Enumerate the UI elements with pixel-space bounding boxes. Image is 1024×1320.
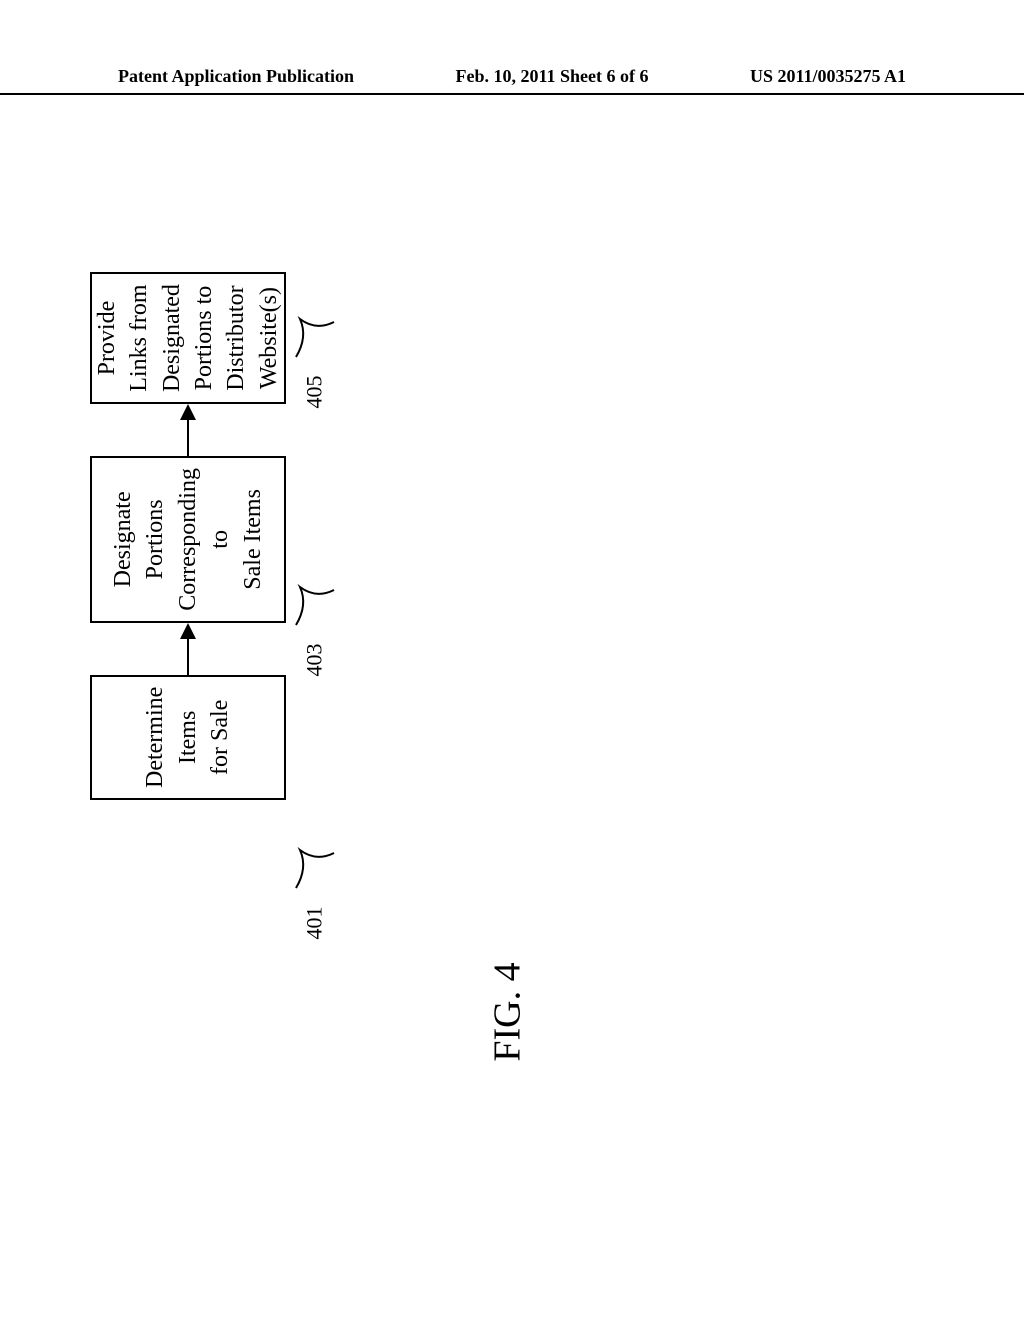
header-center: Feb. 10, 2011 Sheet 6 of 6	[456, 66, 649, 87]
arrow-line	[187, 420, 189, 456]
figure-label: FIG. 4	[486, 962, 530, 1061]
flow-arrow-2	[178, 404, 198, 456]
page-header: Patent Application Publication Feb. 10, …	[0, 66, 1024, 95]
ref-curve-401	[286, 838, 346, 898]
flow-node-label: Provide Links from Designated Portions t…	[91, 284, 285, 392]
ref-text: 405	[302, 376, 327, 409]
flow-arrow-1	[178, 623, 198, 675]
flow-node-label: Designate Portions Corresponding to Sale…	[107, 468, 269, 611]
flowchart: Determine Items for Sale Designate Porti…	[90, 300, 286, 800]
flow-node-401: Determine Items for Sale	[90, 675, 286, 800]
flowchart-container: Determine Items for Sale Designate Porti…	[90, 300, 850, 800]
ref-label-405: 405	[302, 376, 328, 409]
arrow-head-icon	[180, 404, 196, 420]
arrow-head-icon	[180, 623, 196, 639]
arrow-line	[187, 639, 189, 675]
header-left: Patent Application Publication	[118, 66, 354, 87]
ref-curve-403	[286, 575, 346, 635]
ref-curve-405	[286, 307, 346, 367]
flow-node-label: Determine Items for Sale	[139, 687, 236, 788]
header-right: US 2011/0035275 A1	[750, 66, 906, 87]
ref-text: 401	[302, 907, 327, 940]
ref-text: 403	[302, 644, 327, 677]
ref-label-401: 401	[302, 907, 328, 940]
ref-label-403: 403	[302, 644, 328, 677]
flow-node-403: Designate Portions Corresponding to Sale…	[90, 456, 286, 623]
figure-text: FIG. 4	[487, 962, 529, 1061]
flow-node-405: Provide Links from Designated Portions t…	[90, 272, 286, 404]
